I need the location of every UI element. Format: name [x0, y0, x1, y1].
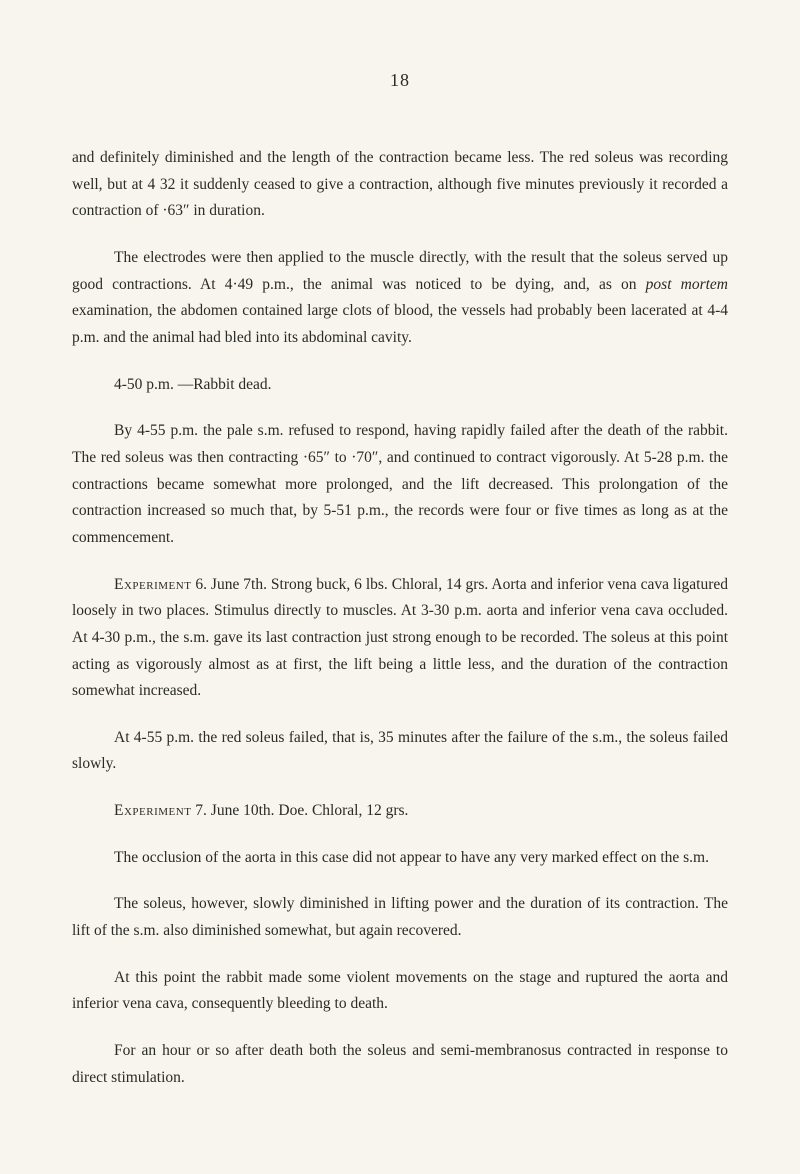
paragraph: Experiment 7. June 10th. Doe. Chloral, 1…	[72, 798, 728, 825]
paragraph: For an hour or so after death both the s…	[72, 1038, 728, 1091]
paragraph: At this point the rabbit made some viole…	[72, 965, 728, 1018]
paragraph: The occlusion of the aorta in this case …	[72, 845, 728, 872]
paragraph: By 4-55 p.m. the pale s.m. refused to re…	[72, 418, 728, 551]
paragraph: 4-50 p.m. —Rabbit dead.	[72, 372, 728, 399]
page-number: 18	[72, 70, 728, 91]
page: 18 and definitely diminished and the len…	[0, 0, 800, 1174]
paragraph: and definitely diminished and the length…	[72, 145, 728, 225]
paragraph: Experiment 6. June 7th. Strong buck, 6 l…	[72, 572, 728, 705]
paragraph: The soleus, however, slowly diminished i…	[72, 891, 728, 944]
paragraph: The electrodes were then applied to the …	[72, 245, 728, 352]
paragraph: At 4-55 p.m. the red soleus failed, that…	[72, 725, 728, 778]
body-text: and definitely diminished and the length…	[72, 145, 728, 1091]
